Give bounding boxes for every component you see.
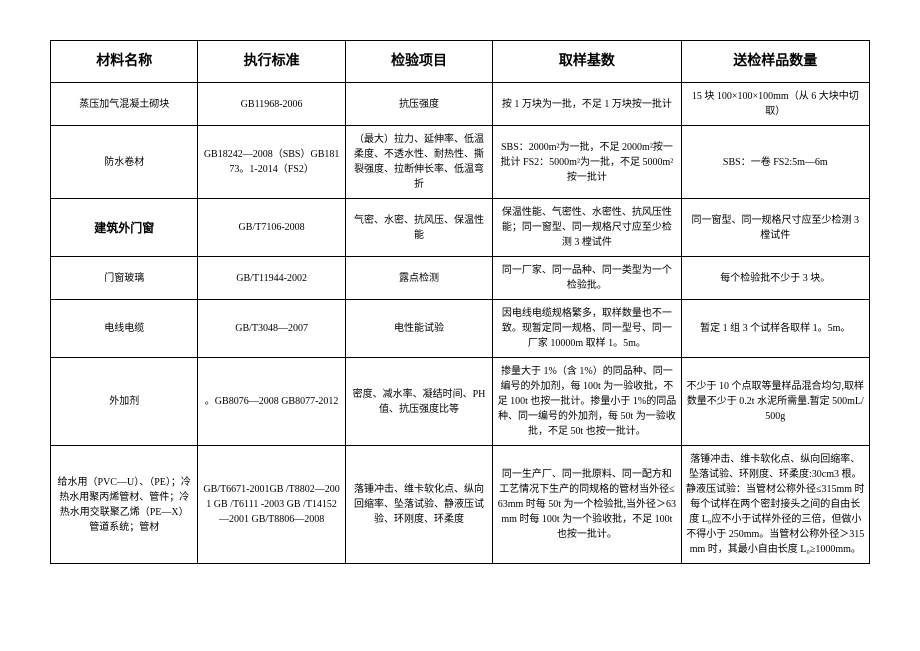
cell-material-name: 蒸压加气混凝土砌块 bbox=[51, 83, 198, 126]
cell-material-name: 外加剂 bbox=[51, 358, 198, 446]
cell-sample-quantity: 同一窗型、同一规格尺寸应至少检测 3 樘试件 bbox=[681, 199, 869, 257]
cell-test-item: 抗压强度 bbox=[345, 83, 492, 126]
cell-test-item: 露点检测 bbox=[345, 257, 492, 300]
table-row: 建筑外门窗GB/T7106-2008气密、水密、抗风压、保温性能保温性能、气密性… bbox=[51, 199, 870, 257]
cell-standard: GB18242—2008（SBS）GB18173。1-2014（FS2） bbox=[198, 126, 345, 199]
table-header: 材料名称 执行标准 检验项目 取样基数 送检样品数量 bbox=[51, 41, 870, 83]
cell-standard: GB/T11944-2002 bbox=[198, 257, 345, 300]
cell-standard: GB/T3048—2007 bbox=[198, 300, 345, 358]
header-sample-quantity: 送检样品数量 bbox=[681, 41, 869, 83]
cell-sampling-base: 保温性能、气密性、水密性、抗风压性能；同一窗型、同一规格尺寸应至少检测 3 樘试… bbox=[493, 199, 681, 257]
cell-test-item: 落锤冲击、维卡软化点、纵向回缩率、坠落试验、静液压试验、环刚度、环柔度 bbox=[345, 446, 492, 564]
materials-table: 材料名称 执行标准 检验项目 取样基数 送检样品数量 蒸压加气混凝土砌块GB11… bbox=[50, 40, 870, 564]
cell-material-name: 建筑外门窗 bbox=[51, 199, 198, 257]
cell-sample-quantity: 不少于 10 个点取等量样品混合均匀,取样数量不少于 0.2t 水泥所需量.暂定… bbox=[681, 358, 869, 446]
cell-sampling-base: 同一生产厂、同一批原料、同一配方和工艺情况下生产的同规格的管材当外径≤63mm … bbox=[493, 446, 681, 564]
cell-material-name: 防水卷材 bbox=[51, 126, 198, 199]
cell-standard: GB/T6671-2001GB /T8802—2001 GB /T6111 -2… bbox=[198, 446, 345, 564]
cell-sample-quantity: 每个检验批不少于 3 块。 bbox=[681, 257, 869, 300]
cell-material-name: 电线电缆 bbox=[51, 300, 198, 358]
header-test-item: 检验项目 bbox=[345, 41, 492, 83]
cell-test-item: 密度、减水率、凝结时间、PH 值、抗压强度比等 bbox=[345, 358, 492, 446]
table-row: 电线电缆GB/T3048—2007电性能试验因电线电缆规格繁多，取样数量也不一致… bbox=[51, 300, 870, 358]
table-row: 给水用（PVC—U）、（PE）；冷热水用聚丙烯管材、管件；冷热水用交联聚乙烯（P… bbox=[51, 446, 870, 564]
cell-test-item: 气密、水密、抗风压、保温性能 bbox=[345, 199, 492, 257]
cell-test-item: 电性能试验 bbox=[345, 300, 492, 358]
header-material-name: 材料名称 bbox=[51, 41, 198, 83]
table-row: 防水卷材GB18242—2008（SBS）GB18173。1-2014（FS2）… bbox=[51, 126, 870, 199]
cell-test-item: （最大）拉力、延伸率、低温柔度、不透水性、耐热性、撕裂强度、拉断伸长率、低温弯折 bbox=[345, 126, 492, 199]
cell-sample-quantity: 暂定 1 组 3 个试样各取样 1。5m。 bbox=[681, 300, 869, 358]
header-standard: 执行标准 bbox=[198, 41, 345, 83]
cell-sampling-base: 按 1 万块为一批，不足 1 万块按一批计 bbox=[493, 83, 681, 126]
cell-sample-quantity: 落锤冲击、维卡软化点、纵向回缩率、坠落试验、环刚度、环柔度:30cm3 根。静液… bbox=[681, 446, 869, 564]
cell-sample-quantity: 15 块 100×100×100mm（从 6 大块中切取） bbox=[681, 83, 869, 126]
table-body: 蒸压加气混凝土砌块GB11968-2006抗压强度按 1 万块为一批，不足 1 … bbox=[51, 83, 870, 564]
table-row: 外加剂。GB8076—2008 GB8077-2012密度、减水率、凝结时间、P… bbox=[51, 358, 870, 446]
cell-standard: GB11968-2006 bbox=[198, 83, 345, 126]
cell-standard: 。GB8076—2008 GB8077-2012 bbox=[198, 358, 345, 446]
cell-sampling-base: 因电线电缆规格繁多，取样数量也不一致。现暂定同一规格、同一型号、同一厂家 100… bbox=[493, 300, 681, 358]
table-row: 门窗玻璃GB/T11944-2002露点检测同一厂家、同一品种、同一类型为一个检… bbox=[51, 257, 870, 300]
table-row: 蒸压加气混凝土砌块GB11968-2006抗压强度按 1 万块为一批，不足 1 … bbox=[51, 83, 870, 126]
cell-sampling-base: SBS：2000m²为一批，不足 2000m²按一批计 FS2：5000m²为一… bbox=[493, 126, 681, 199]
cell-sampling-base: 同一厂家、同一品种、同一类型为一个检验批。 bbox=[493, 257, 681, 300]
cell-sample-quantity: SBS：一卷 FS2:5m—6m bbox=[681, 126, 869, 199]
cell-sampling-base: 掺量大于 1%（含 1%）的同品种、同一编号的外加剂，每 100t 为一验收批，… bbox=[493, 358, 681, 446]
header-sampling-base: 取样基数 bbox=[493, 41, 681, 83]
cell-standard: GB/T7106-2008 bbox=[198, 199, 345, 257]
cell-material-name: 给水用（PVC—U）、（PE）；冷热水用聚丙烯管材、管件；冷热水用交联聚乙烯（P… bbox=[51, 446, 198, 564]
cell-material-name: 门窗玻璃 bbox=[51, 257, 198, 300]
